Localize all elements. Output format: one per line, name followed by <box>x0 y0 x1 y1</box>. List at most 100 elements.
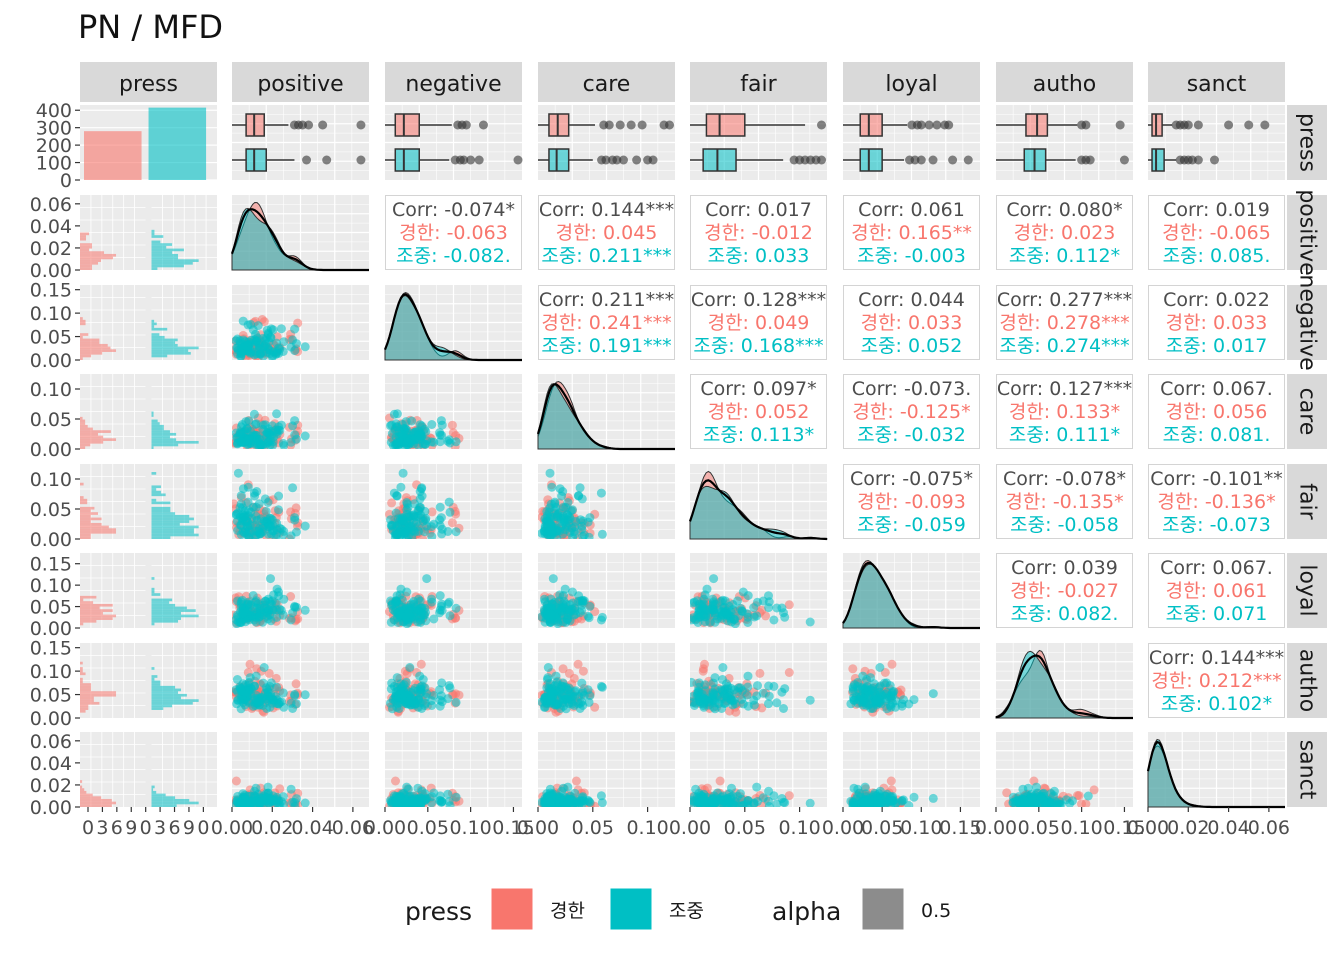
scatter-point <box>875 663 885 672</box>
box-조중 <box>394 148 420 172</box>
scatter-point <box>435 591 445 601</box>
scatter-point <box>561 801 571 807</box>
scatter-points <box>232 409 310 449</box>
hist-bar <box>151 688 181 692</box>
scatter-point <box>393 618 403 627</box>
outlier-point <box>1244 120 1254 130</box>
press-bar-경한 <box>84 131 142 180</box>
scatter-point <box>718 595 728 605</box>
scatter-point <box>246 426 256 436</box>
outlier-point <box>322 155 332 165</box>
scatter-point <box>784 791 794 801</box>
hist-bar <box>151 683 161 686</box>
hist-bar <box>80 622 84 626</box>
scatter-point <box>416 502 425 512</box>
scatter-point <box>409 428 419 438</box>
scatter-point <box>764 699 773 709</box>
scatter-point <box>443 527 453 536</box>
scatter-point <box>559 515 569 525</box>
scatter-point <box>255 344 265 354</box>
side-strip-sanct <box>1287 732 1327 807</box>
scatter-point <box>784 668 794 677</box>
scatter-point <box>538 797 547 807</box>
scatter-point <box>743 591 753 601</box>
strip-label-sanct: sanct <box>1187 72 1247 97</box>
scatter-point <box>254 499 264 509</box>
outlier-point <box>1183 120 1193 130</box>
scatter-point <box>545 503 555 513</box>
hist-bar <box>151 577 155 580</box>
scatter-point <box>691 784 701 794</box>
scatter-point <box>266 616 276 626</box>
scatter-point <box>236 530 246 539</box>
hist-bar <box>80 343 108 347</box>
scatter-point <box>260 596 270 606</box>
strip-label-care: care <box>583 72 631 97</box>
hist-bar <box>80 536 91 539</box>
scatter-point <box>266 574 275 584</box>
scatter-point <box>561 618 571 627</box>
scatter-point <box>236 491 246 501</box>
scatter-point <box>577 524 587 534</box>
hist-bar <box>151 530 194 534</box>
hist-bar <box>80 496 84 499</box>
scatter-point <box>779 797 788 807</box>
scatter-point <box>805 617 815 627</box>
scatter-point <box>393 800 403 807</box>
scatter-point <box>909 695 919 705</box>
panel-loyal-care <box>538 553 675 628</box>
scatter-point <box>444 497 454 507</box>
scatter-point <box>404 784 413 794</box>
outlier-point <box>928 155 938 165</box>
scatter-point <box>292 527 301 537</box>
outlier-point <box>1193 155 1203 165</box>
panel-press-press <box>80 105 217 181</box>
hist-bar <box>151 606 187 610</box>
scatter-point <box>393 686 403 696</box>
scatter-point <box>538 612 547 622</box>
scatter-point <box>743 682 753 692</box>
scatter-point <box>236 800 246 807</box>
hist-bar <box>80 245 93 249</box>
scatter-point <box>887 688 897 698</box>
scatter-point <box>859 697 868 707</box>
hist-bar <box>80 696 94 700</box>
hist-bar <box>151 327 168 331</box>
scatter-points <box>690 776 815 807</box>
side-strip-label-positive: positive <box>1295 189 1320 275</box>
scatter-point <box>561 502 571 512</box>
scatter-point <box>417 704 427 713</box>
panel-loyal-positive <box>232 553 369 628</box>
box-조중 <box>859 148 883 172</box>
scatter-point <box>451 697 461 707</box>
hist-bar <box>151 346 199 350</box>
hist-bar <box>151 512 176 515</box>
scatter-point <box>772 799 782 807</box>
scatter-point <box>274 505 283 515</box>
scatter-point <box>848 686 858 696</box>
hist-bar <box>151 590 155 594</box>
scatter-point <box>416 801 425 807</box>
hist-bar <box>80 235 87 238</box>
scatter-point <box>427 594 436 604</box>
hist-bar <box>80 788 85 791</box>
scatter-point <box>243 482 253 492</box>
scatter-point <box>415 793 425 803</box>
scatter-points <box>846 776 938 807</box>
scatter-point <box>292 339 301 349</box>
scatter-point <box>805 695 815 705</box>
scatter-point <box>558 664 568 674</box>
scatter-point <box>415 420 425 430</box>
hist-bar <box>151 472 157 475</box>
scatter-point <box>393 437 403 447</box>
scatter-point <box>276 420 286 430</box>
hist-bar <box>80 237 87 241</box>
scatter-point <box>710 673 720 683</box>
strip-label-autho: autho <box>1033 72 1096 97</box>
scatter-point <box>447 420 457 430</box>
hist-bar <box>151 617 181 620</box>
box-경한 <box>548 113 570 137</box>
scatter-point <box>391 776 400 786</box>
hist-bar <box>80 699 94 702</box>
hist-bar <box>151 533 199 537</box>
